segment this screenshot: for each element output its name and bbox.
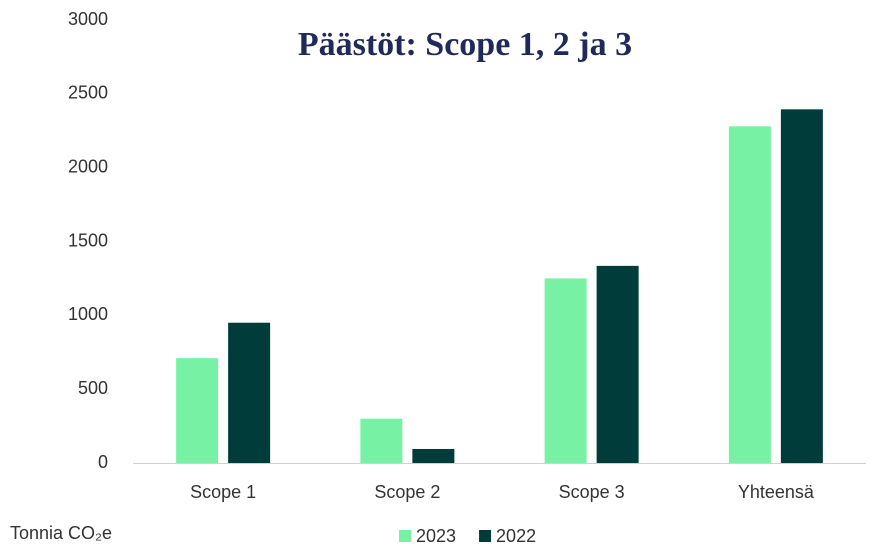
bar (780, 109, 823, 464)
x-tick-label: Scope 1 (190, 482, 256, 502)
bar (596, 265, 639, 463)
legend-label: 2022 (496, 526, 536, 546)
legend-swatch (479, 530, 492, 542)
y-tick-label: 1500 (68, 230, 108, 250)
y-tick-label: 0 (98, 452, 108, 472)
bar (228, 322, 271, 463)
x-tick-label: Yhteensä (738, 482, 815, 502)
bar (728, 126, 771, 463)
bar (544, 278, 587, 463)
bar (412, 448, 455, 463)
y-tick-label: 2000 (68, 156, 108, 176)
bar (176, 358, 219, 463)
y-tick-label: 2500 (68, 83, 108, 103)
legend-swatch (399, 530, 411, 542)
x-tick-label: Scope 2 (374, 482, 440, 502)
y-tick-label: 1000 (68, 304, 108, 324)
y-tick-label: 500 (78, 378, 108, 398)
y-axis-label: Tonnia CO₂e (10, 523, 112, 543)
y-tick-label: 3000 (68, 9, 108, 29)
bar (360, 418, 403, 463)
x-tick-label: Scope 3 (559, 482, 625, 502)
chart-title: Päästöt: Scope 1, 2 ja 3 (298, 26, 632, 63)
legend-label: 2023 (416, 526, 456, 546)
